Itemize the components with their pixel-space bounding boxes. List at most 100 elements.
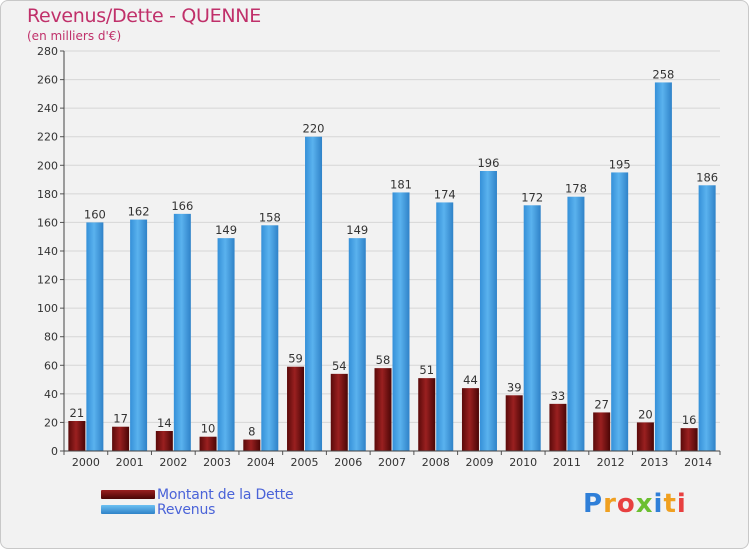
data-label: 44 (463, 373, 478, 387)
bar-dette (243, 439, 261, 451)
y-tick-label: 80 (44, 331, 58, 344)
bars (68, 82, 716, 452)
data-label: 160 (84, 207, 106, 221)
logo-letter: x (635, 489, 654, 519)
y-tick-label: 240 (37, 102, 58, 115)
y-tick-label: 220 (37, 131, 58, 144)
data-label: 149 (215, 223, 237, 237)
data-label: 58 (376, 353, 391, 367)
data-labels: 21 160 17 162 14 166 10 149 8 158 59 220 54 149 58 181 5… (70, 67, 719, 438)
y-tick-label: 260 (37, 74, 58, 87)
chart-title: Revenus/Dette - QUENNE (27, 5, 261, 27)
bar-dette (199, 436, 217, 451)
x-tick-label: 2000 (72, 456, 100, 469)
bar-revenus (348, 238, 366, 451)
data-label: 20 (638, 407, 653, 421)
data-label: 162 (128, 205, 150, 219)
legend-label-revenus: Revenus (157, 501, 216, 518)
bar-dette (505, 395, 523, 451)
x-tick-label: 2010 (509, 456, 537, 469)
bar-dette (461, 388, 479, 451)
data-label: 21 (70, 406, 85, 420)
data-label: 258 (652, 67, 674, 81)
bar-revenus (130, 219, 148, 451)
data-label: 149 (346, 223, 368, 237)
y-tick-label: 100 (37, 302, 58, 315)
y-tick-label: 140 (37, 245, 58, 258)
x-tick-label: 2005 (291, 456, 319, 469)
y-tick-label: 60 (44, 359, 58, 372)
legend-item-revenus: Revenus (101, 501, 293, 518)
data-label: 220 (303, 122, 325, 136)
bar-revenus (654, 82, 672, 451)
bar-revenus (217, 238, 235, 451)
data-label: 8 (248, 425, 255, 439)
y-tick-label: 20 (44, 416, 58, 429)
bar-revenus (479, 171, 497, 451)
axes (63, 51, 720, 452)
proxiti-logo: Proxiti (583, 489, 687, 519)
x-tick-label: 2006 (334, 456, 362, 469)
bar-revenus (261, 225, 279, 451)
logo-letter: t (663, 489, 677, 519)
y-axis-ticks: 0 20 40 60 80 100 120 140 160 180 200 220 240 260 280 (37, 45, 64, 458)
data-label: 195 (609, 157, 631, 171)
bar-dette (374, 368, 392, 451)
x-tick-label: 2008 (422, 456, 450, 469)
x-tick-label: 2011 (553, 456, 581, 469)
bar-revenus (436, 202, 454, 451)
bar-dette (330, 373, 348, 451)
bar-revenus (86, 222, 104, 451)
data-label: 181 (390, 177, 412, 191)
data-label: 166 (171, 199, 193, 213)
legend: Montant de la Dette Revenus (101, 486, 294, 518)
y-tick-label: 200 (37, 159, 58, 172)
y-tick-label: 0 (51, 445, 58, 458)
logo-letter: i (653, 489, 664, 519)
logo-letter: i (676, 489, 687, 519)
legend-swatch-dette (101, 490, 155, 499)
y-tick-label: 120 (37, 274, 58, 287)
bar-revenus (305, 136, 323, 451)
legend-label-dette: Montant de la Dette (157, 486, 294, 503)
bar-revenus (611, 172, 629, 451)
x-tick-label: 2007 (378, 456, 406, 469)
data-label: 14 (157, 416, 172, 430)
data-label: 174 (434, 187, 456, 201)
data-label: 27 (594, 397, 609, 411)
data-label: 172 (521, 190, 543, 204)
data-label: 196 (477, 156, 499, 170)
data-label: 33 (551, 389, 566, 403)
x-tick-label: 2004 (247, 456, 275, 469)
bar-dette (112, 426, 130, 451)
y-tick-label: 160 (37, 216, 58, 229)
chart-subtitle: (en milliers d'€) (27, 29, 122, 43)
data-label: 10 (201, 422, 216, 436)
data-label: 39 (507, 380, 522, 394)
x-tick-label: 2001 (116, 456, 144, 469)
data-label: 59 (288, 352, 303, 366)
bar-dette (680, 428, 698, 451)
logo-letter: o (616, 489, 636, 519)
logo-letter: r (603, 489, 617, 519)
x-tick-label: 2014 (684, 456, 712, 469)
x-axis-ticks: 2000 2001 2002 2003 2004 2005 2006 2007 2008 2009… (63, 451, 721, 469)
legend-swatch-revenus (101, 505, 155, 514)
data-label: 54 (332, 359, 347, 373)
logo-letter: P (583, 489, 604, 519)
data-label: 158 (259, 210, 281, 224)
bar-dette (68, 421, 86, 451)
bar-revenus (173, 213, 191, 451)
bar-dette (155, 431, 173, 451)
bar-dette (418, 378, 436, 451)
data-label: 178 (565, 182, 587, 196)
legend-item-dette: Montant de la Dette (101, 486, 294, 503)
data-label: 16 (682, 413, 697, 427)
bar-dette (593, 412, 611, 451)
data-label: 17 (113, 412, 128, 426)
x-tick-label: 2012 (597, 456, 625, 469)
grid (64, 50, 720, 452)
bar-revenus (567, 196, 585, 451)
bar-dette (287, 366, 305, 451)
